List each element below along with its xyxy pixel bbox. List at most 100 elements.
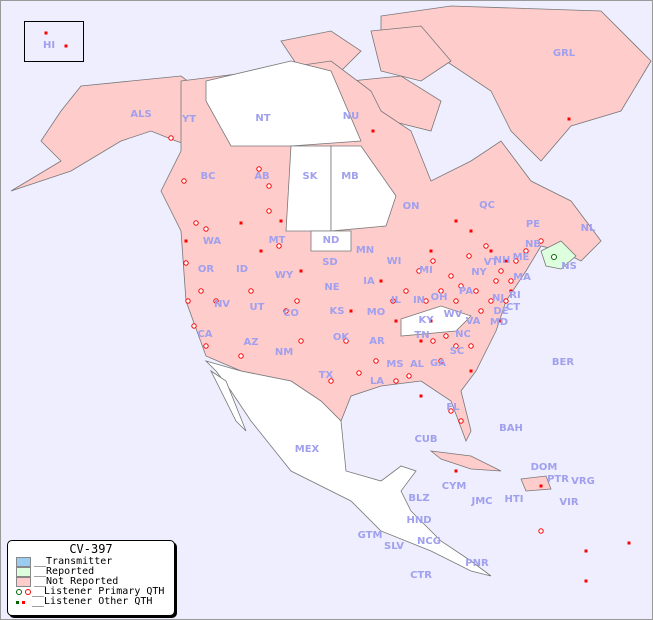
other-qth-marker [44, 31, 48, 35]
primary-qth-marker [203, 343, 209, 349]
region-label-ms: MS [386, 359, 403, 370]
region-label-yt: YT [181, 114, 196, 125]
region-label-qc: QC [479, 200, 495, 211]
primary-qth-marker [430, 258, 436, 264]
other-qth-marker [504, 259, 508, 263]
region-label-oh: OH [431, 292, 448, 303]
region-label-mn: MN [356, 245, 374, 256]
listener-markers [44, 31, 631, 583]
primary-qth-marker [523, 248, 529, 254]
other-qth-marker [429, 319, 433, 323]
manitoba [330, 145, 397, 232]
region-label-blz: BLZ [408, 493, 429, 504]
primary-qth-marker [298, 338, 304, 344]
region-label-nh: NH [494, 255, 511, 266]
primary-qth-marker [438, 358, 444, 364]
primary-qth-marker [466, 253, 472, 259]
region-label-de: DE [493, 306, 508, 317]
primary-qth-marker [248, 288, 254, 294]
region-label-fl: FL [446, 402, 460, 413]
other-qth-marker [259, 249, 263, 253]
region-label-id: ID [236, 264, 248, 275]
other-qth-marker [394, 319, 398, 323]
primary-qth-marker [390, 298, 396, 304]
region-label-ks: KS [330, 306, 345, 317]
primary-qth-marker [473, 288, 479, 294]
region-label-pnr: PNR [465, 558, 489, 569]
legend-not-reported: __Not Reported [8, 577, 174, 587]
primary-qth-marker [508, 278, 514, 284]
primary-qth-marker [193, 220, 199, 226]
region-label-pa: PA [459, 286, 473, 297]
other-qth-marker [454, 469, 458, 473]
legend-title: CV-397 [69, 542, 113, 556]
primary-qth-marker [266, 183, 272, 189]
region-label-ok: OK [333, 332, 351, 343]
region-label-bah: BAH [499, 423, 523, 434]
region-label-hti: HTI [505, 494, 524, 505]
north-dakota [310, 230, 352, 252]
region-label-me: ME [513, 252, 530, 263]
other-qth-marker [489, 249, 493, 253]
primary-qth-marker [256, 166, 262, 172]
region-label-md: MD [490, 317, 508, 328]
other-qth-marker [454, 219, 458, 223]
baja-california [209, 369, 247, 432]
other-qth-marker [184, 239, 188, 243]
region-label-ga: GA [430, 358, 446, 369]
primary-qth-marker [343, 338, 349, 344]
square-marker-icon [16, 600, 32, 604]
other-qth-marker [469, 229, 473, 233]
primary-qth-marker [393, 378, 399, 384]
other-qth-marker [509, 289, 513, 293]
primary-qth-marker [294, 298, 300, 304]
other-qth-marker [419, 339, 423, 343]
region-label-al: AL [410, 359, 425, 370]
region-label-la: LA [370, 376, 384, 387]
region-label-cym: CYM [442, 481, 467, 492]
primary-qth-marker [538, 528, 544, 534]
region-label-nv: NV [214, 299, 230, 310]
region-label-or: OR [198, 264, 215, 275]
region-label-wa: WA [203, 236, 222, 247]
region-label-on: ON [403, 201, 420, 212]
region-label-ky: KY [419, 315, 435, 326]
region-label-nu: NU [343, 111, 360, 122]
primary-qth-marker [468, 343, 474, 349]
primary-qth-marker [483, 243, 489, 249]
hispaniola [520, 475, 552, 492]
region-label-grl: GRL [553, 48, 576, 59]
other-qth-marker [64, 44, 68, 48]
region-label-jmc: JMC [470, 496, 492, 507]
primary-qth-marker [493, 278, 499, 284]
region-label-ia: IA [363, 276, 375, 287]
primary-qth-marker [276, 243, 282, 249]
region-label-ut: UT [250, 302, 265, 313]
other-qth-marker [499, 319, 503, 323]
land-areas [10, 5, 652, 577]
region-label-in: IN [413, 295, 425, 306]
region-label-sd: SD [322, 257, 338, 268]
region-label-co: CO [283, 308, 299, 319]
other-qth-marker [299, 269, 303, 273]
region-label-wy: WY [275, 270, 294, 281]
northwest-territories [205, 60, 362, 147]
region-label-gtm: GTM [358, 530, 383, 541]
region-label-tn: TN [414, 330, 429, 341]
region-label-hnd: HND [406, 515, 431, 526]
primary-qth-marker [430, 338, 436, 344]
region-label-mo: MO [367, 307, 385, 318]
region-label-nc: NC [455, 329, 471, 340]
region-label-mi: MI [419, 265, 433, 276]
primary-qth-marker [503, 298, 509, 304]
primary-qth-marker [403, 288, 409, 294]
primary-qth-marker [458, 418, 464, 424]
region-label-ct: CT [506, 302, 520, 313]
reported-qth-marker [551, 254, 557, 260]
primary-qth-marker [238, 353, 244, 359]
region-label-ca: CA [197, 329, 212, 340]
cuba [429, 450, 502, 472]
region-label-sk: SK [303, 171, 319, 182]
primary-qth-marker [181, 178, 187, 184]
region-label-hi: HI [43, 40, 55, 51]
